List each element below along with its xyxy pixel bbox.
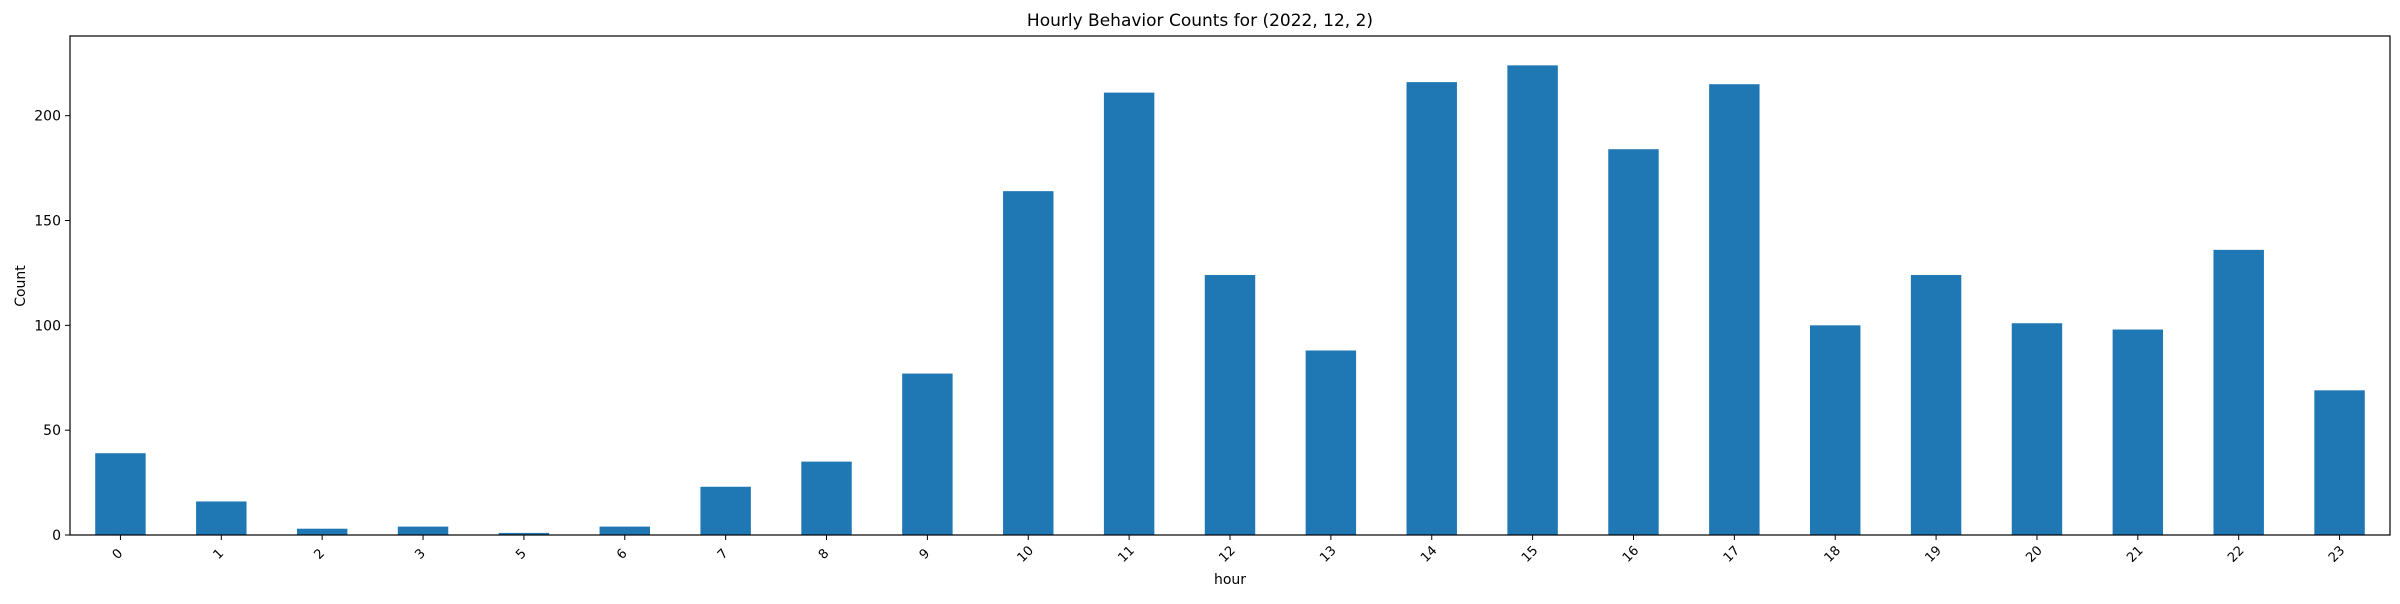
x-tick-label: 17: [1721, 543, 1743, 565]
x-tick-label: 21: [2124, 543, 2146, 565]
bar-hour-19: [1910, 275, 1962, 535]
bar-hour-22: [2213, 249, 2264, 535]
x-tick-label: 19: [1922, 543, 1944, 565]
y-tick-label: 0: [52, 528, 61, 544]
x-tick-label: 12: [1216, 543, 1238, 565]
x-tick-label: 18: [1822, 543, 1844, 565]
x-tick-label: 8: [816, 546, 832, 562]
x-tick-label: 5: [513, 546, 529, 562]
bar-hour-20: [2011, 323, 2063, 535]
x-tick-label: 22: [2225, 543, 2247, 565]
bar-hour-11: [1103, 92, 1155, 535]
bar-hour-1: [196, 501, 247, 535]
bar-hour-21: [2112, 329, 2164, 535]
y-axis-ticks: 0 50 100 150 200: [34, 109, 70, 544]
x-tick-label: 0: [110, 546, 126, 562]
x-tick-label: 14: [1418, 543, 1440, 565]
bar-hour-8: [801, 461, 852, 535]
x-tick-label: 13: [1317, 543, 1339, 565]
bar-hour-7: [700, 486, 751, 535]
bar-hour-16: [1608, 149, 1659, 535]
x-tick-label: 20: [2023, 543, 2045, 565]
bar-hour-14: [1406, 82, 1457, 536]
y-tick-label: 200: [34, 109, 61, 125]
x-tick-label: 3: [412, 546, 428, 562]
bar-hour-13: [1305, 350, 1357, 535]
bar-hour-5: [498, 532, 550, 535]
x-tick-label: 9: [917, 546, 933, 562]
x-tick-label: 2: [311, 546, 327, 562]
bar-hour-17: [1709, 84, 1760, 535]
x-tick-label: 7: [715, 546, 731, 562]
bar-hour-3: [397, 526, 449, 535]
x-tick-label: 1: [211, 546, 227, 562]
bar-hour-12: [1204, 275, 1256, 535]
bar-hour-15: [1507, 65, 1558, 536]
y-tick-label: 50: [43, 423, 61, 439]
bar-hour-10: [1003, 191, 1054, 536]
plot-frame: [69, 35, 2391, 536]
x-axis-label: hour: [1214, 572, 1246, 588]
bar-hour-18: [1810, 325, 1861, 535]
y-axis-label: Count: [13, 265, 29, 307]
x-tick-label: 11: [1116, 543, 1138, 565]
bar-hour-23: [2314, 390, 2365, 535]
x-tick-label: 10: [1015, 543, 1037, 565]
chart-title: Hourly Behavior Counts for (2022, 12, 2): [1027, 11, 1373, 31]
bars-group: [95, 65, 2365, 536]
bar-hour-2: [296, 528, 348, 535]
x-axis-ticks: 0 1 2 3 5 6 7 8 9 10 11 12 13 14 15 16 17 18 19 20 21 22 23: [110, 535, 2348, 566]
y-tick-label: 150: [34, 214, 61, 230]
y-tick-label: 100: [34, 318, 61, 334]
bar-hour-9: [902, 373, 953, 535]
x-tick-label: 15: [1519, 543, 1541, 565]
bar-hour-6: [599, 526, 650, 535]
x-tick-label: 6: [614, 546, 630, 562]
bar-hour-0: [95, 453, 146, 535]
x-tick-label: 23: [2326, 543, 2348, 565]
x-tick-label: 16: [1620, 543, 1642, 565]
